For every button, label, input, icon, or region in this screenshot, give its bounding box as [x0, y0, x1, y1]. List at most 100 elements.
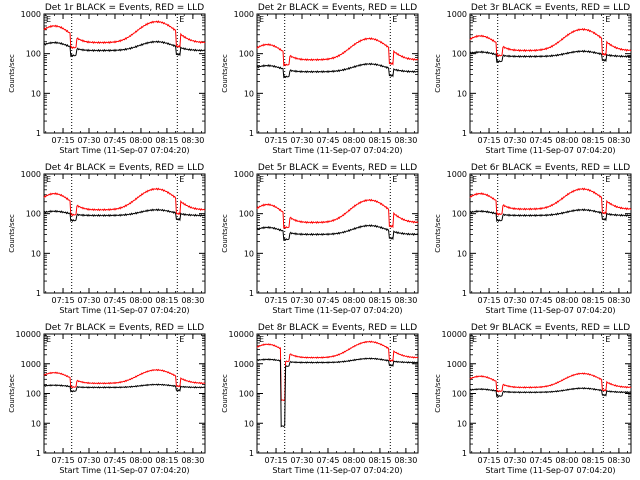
corner-mark: E [605, 175, 610, 184]
y-tick-label: 1 [249, 449, 254, 458]
plot-frame [43, 333, 206, 454]
x-tick-label: 08:30 [181, 296, 204, 305]
y-axis-label: Counts/sec [221, 374, 229, 413]
x-tick-label: 07:15 [52, 136, 75, 145]
y-axis-label: Counts/sec [8, 54, 16, 93]
series-line [469, 372, 632, 393]
x-tick-label: 08:30 [181, 456, 204, 465]
chart-title: Det 7r BLACK = Events, RED = LLD [45, 323, 204, 333]
y-axis-label: Counts/sec [434, 214, 442, 253]
x-tick-label: 07:45 [103, 136, 126, 145]
y-tick-label: 10 [244, 89, 254, 98]
x-axis-label: Start Time (11-Sep-07 07:04:20) [485, 306, 615, 315]
x-tick-label: 07:15 [478, 296, 501, 305]
corner-mark: E [46, 335, 51, 344]
chart-title: Det 6r BLACK = Events, RED = LLD [471, 163, 630, 173]
corner-mark: E [259, 175, 264, 184]
x-tick-label: 08:30 [607, 456, 630, 465]
y-axis-label: Counts/sec [221, 214, 229, 253]
y-tick-label: 100 [239, 390, 254, 399]
corner-mark: E [472, 175, 477, 184]
x-tick-label: 08:15 [581, 136, 604, 145]
detector-panel: Det 7r BLACK = Events, RED = LLD 1 10 100 10… [0, 320, 213, 480]
chart-svg: Det 6r BLACK = Events, RED = LLD 1 10 100 10… [434, 163, 632, 315]
x-axis-label: Start Time (11-Sep-07 07:04:20) [272, 306, 402, 315]
detector-panel: Det 6r BLACK = Events, RED = LLD 1 10 100 10… [426, 160, 639, 320]
x-tick-label: 07:30 [503, 456, 526, 465]
series-line [43, 187, 206, 217]
y-tick-label: 1000 [21, 170, 41, 179]
chart-title: Det 3r BLACK = Events, RED = LLD [471, 3, 630, 13]
corner-mark: E [259, 15, 264, 24]
series-line [256, 62, 419, 79]
x-tick-label: 07:15 [265, 296, 288, 305]
x-tick-label: 07:30 [290, 136, 313, 145]
x-tick-label: 07:45 [316, 296, 339, 305]
x-tick-label: 07:15 [265, 456, 288, 465]
y-tick-label: 1000 [21, 360, 41, 369]
y-axis-label: Counts/sec [221, 54, 229, 93]
y-tick-label: 1000 [21, 10, 41, 19]
plot-frame [469, 13, 632, 134]
x-tick-label: 08:30 [394, 456, 417, 465]
y-tick-label: 1 [36, 449, 41, 458]
corner-mark: E [392, 15, 397, 24]
series-line [256, 37, 419, 67]
x-tick-label: 08:30 [607, 296, 630, 305]
y-tick-label: 100 [452, 50, 467, 59]
series-line [256, 357, 419, 428]
y-tick-label: 10000 [16, 330, 41, 339]
series-line [469, 187, 632, 216]
detector-panel: Det 5r BLACK = Events, RED = LLD 1 10 100 10… [213, 160, 426, 320]
y-tick-label: 100 [26, 210, 41, 219]
y-tick-label: 100 [239, 210, 254, 219]
y-tick-label: 1000 [447, 360, 467, 369]
y-tick-label: 10 [457, 249, 467, 258]
y-tick-label: 10 [31, 249, 41, 258]
chart-title: Det 8r BLACK = Events, RED = LLD [258, 323, 417, 333]
series-line [256, 224, 419, 242]
chart-svg: Det 1r BLACK = Events, RED = LLD 1 10 100 10… [8, 3, 206, 155]
x-tick-label: 08:15 [581, 296, 604, 305]
y-tick-label: 10 [31, 419, 41, 428]
chart-svg: Det 8r BLACK = Events, RED = LLD 1 10 100 10… [221, 323, 419, 475]
detector-panel: Det 3r BLACK = Events, RED = LLD 1 10 100 10… [426, 0, 639, 160]
x-tick-label: 07:15 [478, 136, 501, 145]
y-tick-label: 1000 [234, 360, 254, 369]
series-line [43, 383, 206, 393]
series-line [43, 368, 206, 389]
plot-frame [43, 13, 206, 134]
x-tick-label: 08:30 [394, 136, 417, 145]
series-line [43, 40, 206, 58]
series-line [469, 49, 632, 64]
detector-panel: Det 9r BLACK = Events, RED = LLD 1 10 100 10… [426, 320, 639, 480]
x-tick-label: 07:30 [503, 296, 526, 305]
y-tick-label: 100 [239, 50, 254, 59]
detector-panel: Det 4r BLACK = Events, RED = LLD 1 10 100 10… [0, 160, 213, 320]
x-tick-label: 08:15 [155, 136, 178, 145]
x-axis-label: Start Time (11-Sep-07 07:04:20) [59, 306, 189, 315]
x-tick-label: 07:30 [77, 296, 100, 305]
series-line [469, 387, 632, 398]
x-axis-label: Start Time (11-Sep-07 07:04:20) [485, 146, 615, 155]
x-tick-label: 08:00 [129, 456, 152, 465]
chart-title: Det 4r BLACK = Events, RED = LLD [45, 163, 204, 173]
y-tick-label: 100 [452, 390, 467, 399]
x-tick-label: 07:15 [478, 456, 501, 465]
y-tick-label: 1000 [447, 170, 467, 179]
y-tick-label: 1 [249, 129, 254, 138]
chart-title: Det 9r BLACK = Events, RED = LLD [471, 323, 630, 333]
x-tick-label: 07:45 [316, 456, 339, 465]
chart-svg: Det 2r BLACK = Events, RED = LLD 1 10 100 10… [221, 3, 419, 155]
y-tick-label: 1 [462, 129, 467, 138]
x-tick-label: 07:15 [52, 296, 75, 305]
x-axis-label: Start Time (11-Sep-07 07:04:20) [485, 466, 615, 475]
x-axis-label: Start Time (11-Sep-07 07:04:20) [272, 466, 402, 475]
corner-mark: E [46, 175, 51, 184]
chart-svg: Det 5r BLACK = Events, RED = LLD 1 10 100 10… [221, 163, 419, 315]
y-axis-label: Counts/sec [8, 214, 16, 253]
x-tick-label: 07:30 [503, 136, 526, 145]
plot-frame [256, 13, 419, 134]
x-tick-label: 07:30 [77, 456, 100, 465]
plot-frame [469, 173, 632, 294]
